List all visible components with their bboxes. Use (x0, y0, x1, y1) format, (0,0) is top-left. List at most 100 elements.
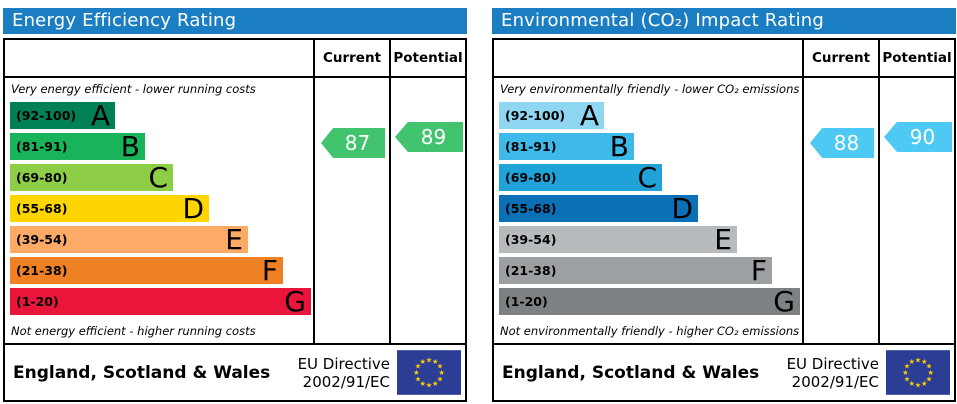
potential-column-header: Potential (878, 40, 954, 76)
band-letter: B (609, 130, 629, 163)
region-label: England, Scotland & Wales (502, 362, 760, 383)
band-range: (39-54) (16, 232, 68, 247)
svg-text:★: ★ (419, 357, 426, 366)
band-range: (69-80) (505, 170, 557, 185)
potential-rating-value: 90 (909, 125, 936, 149)
svg-text:★: ★ (438, 368, 445, 377)
band-range: (1-20) (16, 294, 59, 309)
current-rating-column: 87 (313, 78, 389, 343)
current-rating-arrow: 88 (810, 128, 874, 158)
svg-text:★: ★ (426, 381, 433, 390)
svg-text:★: ★ (437, 362, 444, 371)
potential-rating-arrow: 89 (395, 122, 463, 152)
svg-text:★: ★ (915, 355, 922, 364)
svg-text:★: ★ (904, 362, 911, 371)
band-letter: F (261, 254, 278, 287)
table-footer: England, Scotland & Wales EU Directive 2… (5, 343, 465, 400)
svg-text:★: ★ (432, 379, 439, 388)
bands-column: Very energy efficient - lower running co… (5, 78, 313, 343)
current-column-header: Current (802, 40, 878, 76)
band-e-bar: (39-54) E (499, 223, 737, 256)
band-letter: G (284, 285, 306, 318)
potential-rating-column: 89 (389, 78, 465, 343)
svg-text:★: ★ (426, 355, 433, 364)
band-range: (81-91) (505, 139, 557, 154)
column-header-row: Current Potential (5, 40, 465, 78)
band-range: (69-80) (16, 170, 68, 185)
region-label: England, Scotland & Wales (13, 362, 271, 383)
band-letter: E (225, 223, 243, 256)
eu-directive-label: EU Directive 2002/91/EC (786, 354, 879, 391)
band-range: (55-68) (16, 201, 68, 216)
band-d-bar: (55-68) D (10, 195, 209, 223)
environmental-impact-panel: Environmental (CO₂) Impact Rating Curren… (492, 8, 956, 404)
svg-text:★: ★ (904, 374, 911, 383)
band-letter: F (750, 254, 767, 287)
column-header-row: Current Potential (494, 40, 954, 78)
rating-table: Current Potential Very energy efficient … (3, 38, 467, 402)
svg-text:★: ★ (902, 368, 909, 377)
bottom-note: Not energy efficient - higher running co… (11, 324, 256, 338)
band-letter: D (671, 192, 693, 225)
band-range: (81-91) (16, 139, 68, 154)
band-g-bar: (1-20) G (10, 285, 311, 318)
panel-title: Environmental (CO₂) Impact Rating (492, 8, 956, 34)
band-range: (92-100) (16, 108, 77, 123)
eu-flag-icon: ★ ★ ★★ ★★ ★★ ★★ ★★ (886, 350, 950, 395)
band-a-bar: (92-100) A (499, 99, 604, 132)
eu-flag-icon: ★ ★ ★★ ★★ ★★ ★★ ★★ (397, 350, 461, 395)
band-letter: C (148, 161, 168, 194)
band-letter: G (773, 285, 795, 318)
energy-efficiency-panel: Energy Efficiency Rating Current Potenti… (3, 8, 467, 404)
svg-text:★: ★ (419, 379, 426, 388)
band-range: (1-20) (505, 294, 548, 309)
svg-text:★: ★ (415, 362, 422, 371)
svg-text:★: ★ (432, 357, 439, 366)
band-letter: A (579, 99, 599, 132)
svg-text:★: ★ (437, 374, 444, 383)
top-note: Very environmentally friendly - lower CO… (500, 82, 800, 96)
band-letter: E (714, 223, 732, 256)
svg-text:★: ★ (413, 368, 420, 377)
rating-scale-body: Very energy efficient - lower running co… (5, 78, 465, 343)
rating-scale-body: Very environmentally friendly - lower CO… (494, 78, 954, 343)
svg-text:★: ★ (415, 374, 422, 383)
band-range: (55-68) (505, 201, 557, 216)
svg-text:★: ★ (915, 381, 922, 390)
potential-rating-value: 89 (420, 125, 447, 149)
potential-rating-arrow: 90 (884, 122, 952, 152)
band-range: (21-38) (16, 263, 68, 278)
band-letter: C (637, 161, 657, 194)
table-footer: England, Scotland & Wales EU Directive 2… (494, 343, 954, 400)
band-f-bar: (21-38) F (499, 254, 772, 287)
header-spacer-cell (494, 40, 802, 76)
band-b-bar: (81-91) B (499, 130, 634, 163)
band-letter: A (90, 99, 110, 132)
potential-column-header: Potential (389, 40, 465, 76)
band-a-bar: (92-100) A (10, 99, 115, 132)
current-rating-value: 88 (833, 131, 860, 155)
band-range: (39-54) (505, 232, 557, 247)
svg-text:★: ★ (908, 357, 915, 366)
svg-text:★: ★ (927, 368, 934, 377)
svg-text:★: ★ (926, 362, 933, 371)
svg-text:★: ★ (921, 357, 928, 366)
band-g-bar: (1-20) G (499, 285, 800, 318)
current-rating-value: 87 (344, 131, 371, 155)
rating-table: Current Potential Very environmentally f… (492, 38, 956, 402)
bottom-note: Not environmentally friendly - higher CO… (500, 324, 800, 338)
svg-text:★: ★ (926, 374, 933, 383)
header-spacer-cell (5, 40, 313, 76)
top-note: Very energy efficient - lower running co… (11, 82, 256, 96)
current-column-header: Current (313, 40, 389, 76)
band-e-bar: (39-54) E (10, 223, 248, 256)
band-letter: B (120, 130, 140, 163)
eu-directive-label: EU Directive 2002/91/EC (297, 354, 390, 391)
panel-title: Energy Efficiency Rating (3, 8, 467, 34)
svg-text:★: ★ (908, 379, 915, 388)
band-range: (92-100) (505, 108, 566, 123)
band-f-bar: (21-38) F (10, 254, 283, 287)
potential-rating-column: 90 (878, 78, 954, 343)
band-d-bar: (55-68) D (499, 192, 698, 225)
band-b-bar: (81-91) B (10, 130, 145, 163)
